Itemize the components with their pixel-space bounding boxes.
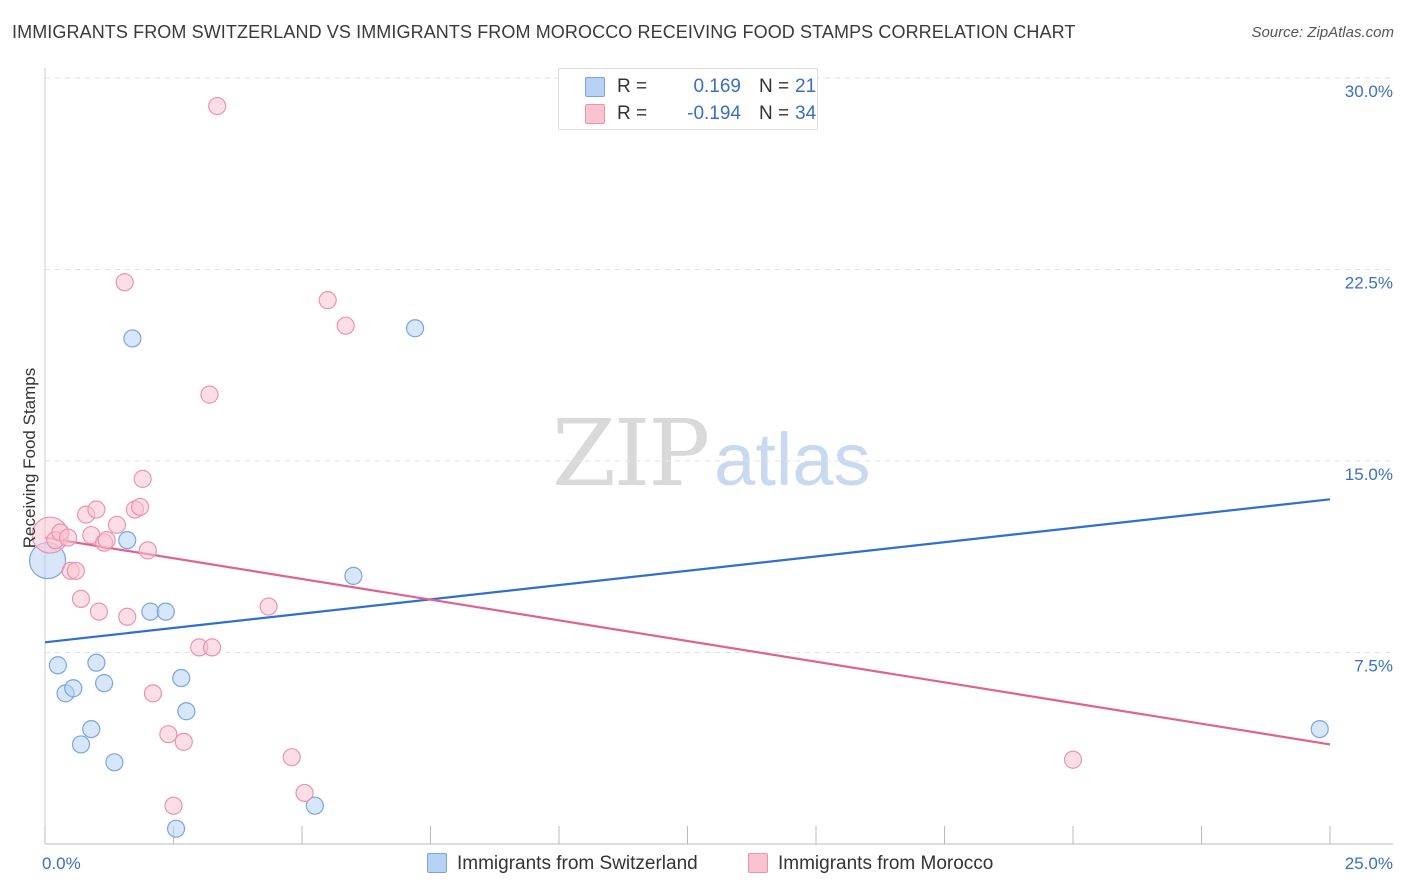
stats-legend: R = 0.169 N = 21 R = -0.194 N = 34 <box>558 68 818 130</box>
y-tick-label: 30.0% <box>1345 82 1393 101</box>
data-point-switzerland <box>1310 719 1329 739</box>
bottom-legend-label: Immigrants from Morocco <box>778 853 994 874</box>
watermark: ZIPatlas <box>552 400 870 507</box>
y-axis-label: Receiving Food Stamps <box>20 367 39 549</box>
data-point-switzerland <box>48 656 67 675</box>
legend-r-label: R = <box>617 103 648 124</box>
legend-swatch-blue <box>585 77 605 97</box>
data-point-morocco <box>282 748 301 767</box>
data-point-switzerland <box>71 735 91 754</box>
legend-n-label: N = <box>759 76 790 97</box>
data-point-switzerland <box>64 679 83 698</box>
data-point-morocco <box>87 500 106 519</box>
legend-n-value: 21 <box>795 76 817 97</box>
data-point-morocco <box>107 515 127 534</box>
data-point-morocco <box>200 385 219 404</box>
data-point-morocco <box>318 291 337 310</box>
watermark-atlas: atlas <box>714 418 871 501</box>
data-point-morocco <box>143 684 163 703</box>
data-point-morocco <box>133 469 152 488</box>
data-point-morocco <box>97 531 116 550</box>
data-point-morocco <box>118 607 137 626</box>
data-point-switzerland <box>105 753 124 772</box>
data-point-morocco <box>336 316 355 335</box>
y-tick-label: 7.5% <box>1354 657 1393 676</box>
legend-swatch-pink <box>585 104 605 124</box>
watermark-zip: ZIP <box>552 400 710 507</box>
data-point-switzerland <box>123 329 142 348</box>
data-point-switzerland <box>166 819 186 838</box>
data-point-morocco <box>1063 750 1083 769</box>
bottom-legend-label: Immigrants from Switzerland <box>457 853 698 874</box>
tick-label-layer: 7.5% 15.0% 22.5% 30.0% 0.0% 25.0% <box>42 82 1393 873</box>
x-tick-label: 0.0% <box>42 854 81 873</box>
trend-layer <box>44 498 1331 746</box>
data-point-switzerland <box>177 702 196 721</box>
data-point-switzerland <box>82 719 101 739</box>
data-point-morocco <box>174 732 193 751</box>
legend-r-value: 0.169 <box>693 76 741 97</box>
data-point-morocco <box>259 597 278 616</box>
x-tick-label: 25.0% <box>1345 854 1393 873</box>
data-point-switzerland <box>344 566 363 586</box>
data-point-switzerland <box>405 319 425 338</box>
data-point-morocco <box>138 541 157 560</box>
chart-title: IMMIGRANTS FROM SWITZERLAND VS IMMIGRANT… <box>12 22 1076 42</box>
bottom-legend-swatch-pink <box>748 853 768 873</box>
data-point-morocco <box>159 725 178 744</box>
legend-r-label: R = <box>617 76 648 97</box>
data-point-switzerland <box>95 674 114 693</box>
data-point-switzerland <box>305 796 324 815</box>
bottom-legend-swatch-blue <box>427 853 447 873</box>
data-point-morocco <box>71 589 91 608</box>
data-point-morocco <box>66 561 85 580</box>
data-point-morocco <box>89 602 109 621</box>
legend-n-label: N = <box>759 103 790 124</box>
data-point-switzerland <box>156 602 175 621</box>
data-point-switzerland <box>172 668 191 688</box>
trend-line-switzerland <box>44 498 1331 644</box>
axis-layer <box>44 68 1393 845</box>
trend-line-morocco <box>44 536 1331 746</box>
data-point-morocco <box>202 638 222 657</box>
source-label: Source: ZipAtlas.com <box>1251 24 1394 41</box>
data-point-morocco <box>130 497 150 517</box>
data-point-morocco <box>164 796 183 815</box>
y-tick-label: 22.5% <box>1345 274 1393 293</box>
data-point-switzerland <box>87 653 106 672</box>
data-point-morocco <box>208 96 227 116</box>
data-point-morocco <box>295 783 314 803</box>
y-tick-label: 15.0% <box>1345 465 1393 484</box>
data-point-morocco <box>115 273 134 292</box>
data-point-switzerland <box>141 602 160 621</box>
data-point-switzerland <box>118 531 137 550</box>
legend-n-value: 34 <box>795 103 817 124</box>
data-point-morocco <box>59 528 78 547</box>
point-layer <box>28 74 1329 838</box>
legend-r-value: -0.194 <box>687 103 741 124</box>
